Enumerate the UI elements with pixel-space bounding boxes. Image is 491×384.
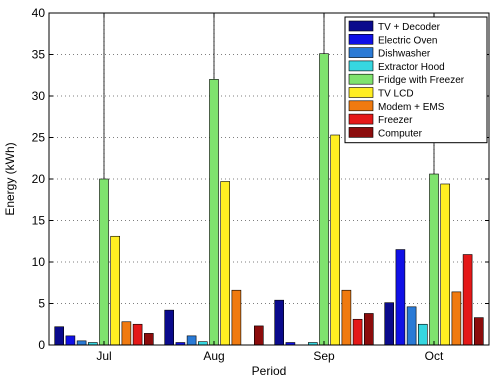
y-tick-label: 20: [32, 172, 46, 186]
legend-label: TV + Decoder: [378, 22, 441, 33]
legend-label: Modem + EMS: [378, 102, 445, 113]
legend-swatch: [348, 20, 374, 32]
legend-label: Dishwasher: [378, 49, 431, 60]
legend-swatch: [348, 87, 374, 98]
bar: [352, 318, 363, 346]
bar: [121, 321, 132, 346]
x-tick-label: Oct: [425, 349, 444, 363]
y-tick-label: 0: [38, 338, 45, 352]
bar: [384, 302, 395, 346]
bar: [65, 335, 76, 346]
x-axis-title: Period: [252, 364, 287, 378]
bar: [144, 333, 154, 346]
bar: [99, 178, 109, 346]
legend-label: Freezer: [378, 115, 413, 126]
legend-swatch: [348, 47, 374, 58]
y-tick-label: 30: [32, 89, 46, 103]
ticks-layer: 0 5 10 15 20 25 30 35 40 Jul Aug Sep Oct: [32, 6, 489, 363]
bar: [330, 134, 341, 346]
legend-swatch: [348, 60, 374, 72]
y-tick-label: 5: [38, 297, 45, 311]
bar: [274, 299, 285, 346]
bar: [110, 235, 120, 346]
bar: [341, 289, 352, 346]
bar: [440, 183, 451, 346]
bar: [429, 173, 439, 346]
bar: [319, 53, 329, 346]
bar: [462, 254, 473, 346]
y-tick-label: 25: [32, 131, 46, 145]
bar: [473, 317, 484, 346]
y-tick-label: 40: [32, 6, 46, 20]
x-tick-label: Aug: [203, 349, 224, 363]
legend-swatch: [348, 73, 374, 85]
y-tick-label: 35: [32, 48, 46, 62]
bar: [220, 181, 230, 346]
y-tick-label: 15: [32, 214, 46, 228]
bar: [363, 313, 374, 346]
legend: TV + Decoder Electric Oven Dishwasher Extra…: [344, 16, 488, 144]
legend-swatch: [348, 100, 374, 112]
legend-swatch: [348, 127, 374, 138]
legend-label: Fridge with Freezer: [378, 75, 465, 86]
bar: [209, 79, 219, 346]
y-tick-label: 10: [32, 255, 46, 269]
bar: [406, 306, 417, 346]
bar: [231, 289, 242, 346]
bar: [254, 325, 264, 346]
legend-swatch: [348, 33, 374, 45]
legend-label: TV LCD: [378, 89, 414, 100]
bar: [417, 323, 428, 346]
y-axis-title: Energy (kWh): [3, 142, 17, 215]
bar: [395, 249, 406, 346]
legend-label: Electric Oven: [378, 35, 437, 46]
x-tick-label: Jul: [96, 349, 111, 363]
legend-swatch: [348, 113, 374, 125]
bar: [164, 309, 174, 346]
legend-label: Computer: [378, 128, 423, 139]
legend-label: Extractor Hood: [378, 62, 445, 73]
bar: [186, 335, 197, 346]
bar: [132, 323, 143, 346]
bar: [54, 326, 65, 346]
x-tick-label: Sep: [313, 349, 335, 363]
bar: [451, 291, 462, 346]
bar: [76, 340, 87, 346]
